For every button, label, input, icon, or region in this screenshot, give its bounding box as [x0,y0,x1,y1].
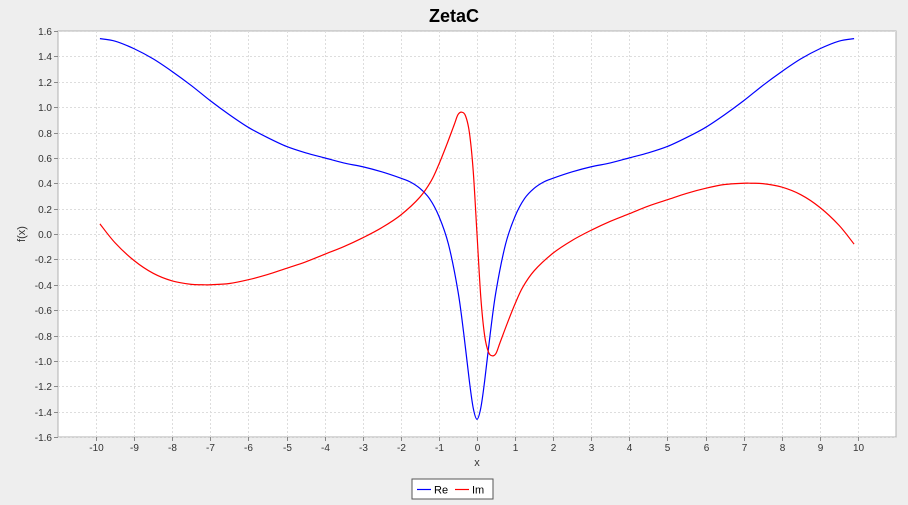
x-tick-label: 6 [704,443,710,454]
x-tick-label: -3 [359,443,368,454]
x-tick-label: 1 [513,443,519,454]
y-tick-label: 1.0 [38,103,52,114]
y-tick-label: 1.2 [38,78,52,89]
chart-title: ZetaC [429,6,479,26]
series-lines [99,38,855,420]
y-tick-label: -0.8 [35,332,53,343]
y-tick-label: 1.6 [38,27,52,38]
legend-label-im: Im [472,485,484,497]
x-tick-label: 4 [627,443,633,454]
x-tick-label: -2 [397,443,406,454]
x-tick-label: 0 [475,443,481,454]
legend-box [411,478,494,500]
x-tick-label: -9 [130,443,139,454]
x-tick-label: 5 [665,443,671,454]
x-tick-label: -4 [321,443,330,454]
x-tick-label: -5 [283,443,292,454]
y-tick-label: 1.4 [38,52,52,63]
y-tick-label: 0.6 [38,154,52,165]
y-tick-label: -1.0 [35,357,53,368]
x-tick-label: -10 [89,443,104,454]
y-tick-label: -1.6 [35,433,53,444]
x-tick-label: 8 [780,443,786,454]
y-tick-label: -1.4 [35,408,53,419]
series-line-im [99,111,855,357]
x-tick-label: -1 [435,443,444,454]
x-tick-label: 10 [853,443,865,454]
legend-label-re: Re [434,485,448,497]
y-tick-label: -1.2 [35,382,53,393]
x-axis-title: x [474,457,480,469]
y-tick-label: -0.2 [35,255,53,266]
x-tick-label: -8 [168,443,177,454]
x-tick-label: 3 [589,443,595,454]
y-tick-label: 0.4 [38,179,52,190]
series-line-re [99,38,855,420]
y-tick-label: -0.6 [35,306,53,317]
y-axis-title: f(x) [16,226,28,242]
axis-ticks: -10 -9 -8 -7 -6 -5 -4 -3 -2 -1 0 1 2 3 4 5 6 7 8 9 101.61.41… [35,27,865,454]
y-tick-label: 0.8 [38,129,52,140]
y-tick-label: 0.0 [38,230,52,241]
y-tick-label: -0.4 [35,281,53,292]
legend: Re Im [411,478,494,500]
x-tick-label: 7 [742,443,748,454]
x-tick-label: -6 [244,443,253,454]
x-tick-label: 2 [551,443,557,454]
x-tick-label: 9 [818,443,824,454]
y-tick-label: 0.2 [38,205,52,216]
x-tick-label: -7 [206,443,215,454]
